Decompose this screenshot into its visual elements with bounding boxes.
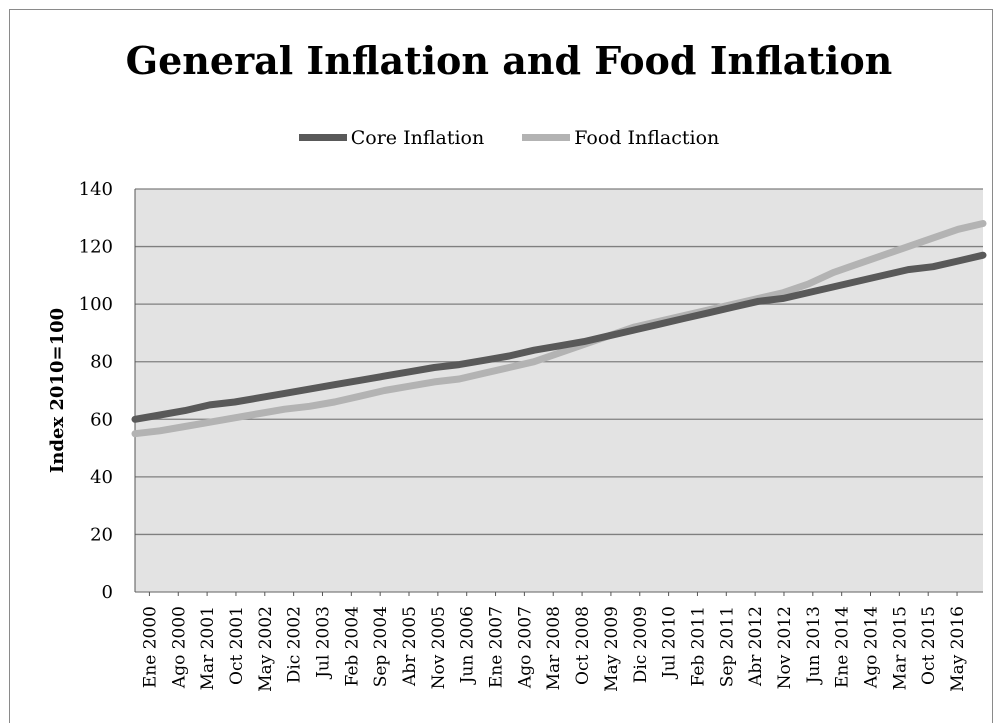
x-tick-label: Oct 2008 <box>573 606 593 685</box>
x-tick-label: Mar 2015 <box>890 606 910 690</box>
x-tick-label: Abr 2012 <box>746 606 766 687</box>
y-axis-title: Index 2010=100 <box>47 308 68 473</box>
y-tick-label: 20 <box>90 524 113 545</box>
x-tick-label: Dic 2002 <box>285 606 305 683</box>
x-tick-label: Dic 2009 <box>631 606 651 683</box>
x-tick-label: Jun 2006 <box>458 606 478 685</box>
series-line-food-inflaction <box>131 220 987 438</box>
x-tick-label: Ago 2014 <box>862 606 882 689</box>
y-tick-label: 0 <box>102 582 113 603</box>
y-tick-label: 120 <box>79 237 113 258</box>
x-tick-label: Feb 2011 <box>688 606 708 686</box>
x-tick-label: Abr 2005 <box>400 606 420 687</box>
y-tick-label: 40 <box>90 467 113 488</box>
series-line-core-inflation <box>131 251 987 423</box>
plot-area <box>135 189 983 592</box>
legend-label-food: Food Inflaction <box>574 126 720 149</box>
x-tick-label: May 2002 <box>256 606 276 692</box>
x-tick-label: Jun 2013 <box>804 606 824 685</box>
x-tick-label: Mar 2008 <box>544 606 564 690</box>
x-tick-label: Ago 2000 <box>169 606 189 689</box>
x-tick-label: Ago 2007 <box>515 606 535 689</box>
x-tick-label: Nov 2012 <box>775 606 795 689</box>
y-tick-label: 140 <box>79 179 113 200</box>
legend-swatch-food <box>522 134 571 141</box>
legend-item-food: Food Inflaction <box>522 127 719 149</box>
x-tick-label: Jul 2010 <box>660 606 680 680</box>
x-tick-label: Feb 2004 <box>342 606 362 686</box>
x-tick-label: Oct 2015 <box>919 606 939 685</box>
legend: Core Inflation Food Inflaction <box>0 124 1004 149</box>
x-tick-label: Sep 2004 <box>371 606 391 687</box>
legend-item-core: Core Inflation <box>298 126 485 149</box>
x-tick-label: May 2016 <box>948 606 968 692</box>
x-tick-label: Ene 2007 <box>487 606 507 688</box>
x-tick-label: Oct 2001 <box>227 606 247 685</box>
x-tick-label: Mar 2001 <box>198 606 218 690</box>
chart-title: General Inflation and Food Inflation <box>125 38 893 83</box>
x-tick-label: Jul 2003 <box>313 606 333 680</box>
x-tick-label: Ene 2000 <box>140 606 160 688</box>
x-tick-label: Ene 2014 <box>833 606 853 688</box>
x-tick-label: Sep 2011 <box>717 606 737 687</box>
x-tick-label: Nov 2005 <box>429 606 449 689</box>
y-tick-label: 100 <box>79 294 113 315</box>
x-tick-label: May 2009 <box>602 606 622 692</box>
y-tick-label: 60 <box>90 409 113 430</box>
legend-label-core: Core Inflation <box>350 126 485 149</box>
y-tick-label: 80 <box>90 352 113 373</box>
legend-swatch-core <box>298 134 347 141</box>
